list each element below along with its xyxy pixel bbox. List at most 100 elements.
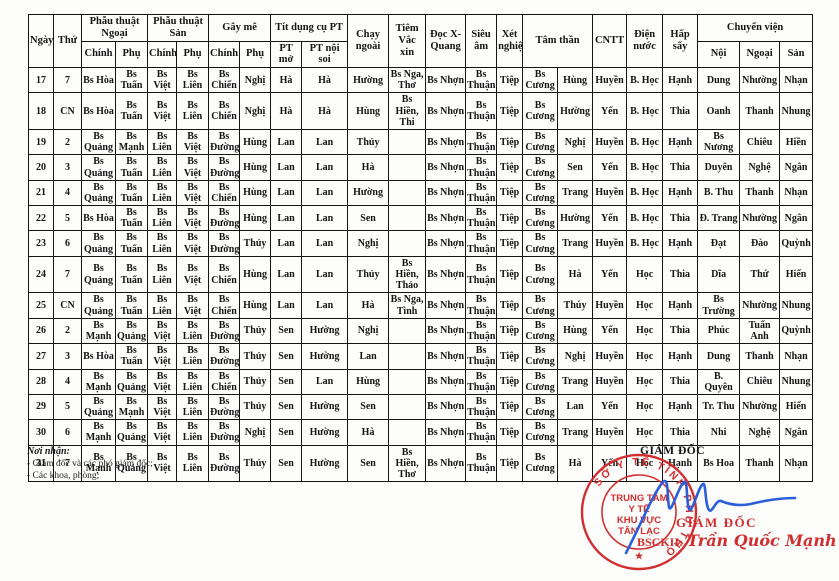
table-row: 19 2 Bs Quảng Bs Mạnh Bs Liên Bs Việt Bs Đường…	[28, 128, 814, 156]
cell: Đào	[739, 230, 781, 257]
cell: Lan	[301, 255, 349, 294]
cell: Bs Nhợn	[425, 92, 467, 130]
cell: Bs Quảng	[81, 128, 116, 156]
stamp-star-icon: ★	[634, 551, 644, 563]
cell: Bs Cương	[522, 230, 559, 257]
cell: Bs Nhợn	[425, 419, 467, 446]
cell: Bs Liên	[147, 154, 178, 181]
cell: Hạnh	[662, 179, 699, 207]
cell: Huyền	[592, 368, 628, 395]
cell: Bs Quảng	[114, 444, 149, 483]
cell: Bs Thuận	[465, 393, 498, 421]
cell: Thủy	[239, 368, 272, 395]
cell: B. Học	[626, 154, 664, 181]
cell: Bs Thuận	[465, 419, 498, 446]
cell: Huyền	[592, 179, 628, 207]
cell: Hường	[557, 92, 594, 130]
table-row: 30 6 Bs Mạnh Bs Quảng Bs Việt Bs Liên Bs Đường…	[28, 419, 814, 446]
cell: Bs Liên	[176, 444, 210, 483]
cell: Huyền	[592, 230, 628, 257]
cell: Trang	[557, 368, 594, 395]
cell: Sen	[270, 317, 303, 345]
cell: Hùng	[239, 154, 272, 181]
cell: Bs Việt	[147, 393, 178, 421]
cell: Bs Thuận	[465, 154, 498, 181]
cell: 21	[28, 179, 54, 207]
cell: Lan	[270, 292, 303, 319]
cell: Bs Quảng	[81, 154, 116, 181]
cell: Học	[626, 255, 664, 294]
cell: Sen	[270, 343, 303, 370]
cell: Thia	[662, 92, 699, 130]
col-gayme-chinh: Chính	[208, 40, 241, 68]
cell: Bs Cương	[522, 317, 559, 345]
cell: Hạnh	[662, 230, 699, 257]
cell: Thủy	[239, 444, 272, 483]
cell: Bs Liên	[147, 128, 178, 156]
table-row: 26 2 Bs Mạnh Bs Quảng Bs Việt Bs Liên Bs Đường…	[28, 317, 814, 345]
director-title-red: GIÁM ĐỐC	[676, 515, 757, 530]
cell: Bs Nga, Tình	[388, 292, 427, 319]
group-gay-me: Gây mê	[208, 14, 272, 42]
cell: Bs Hòa	[81, 66, 116, 94]
cell: Bs Đường	[208, 230, 241, 257]
cell: Bs Hiền, Thơ	[388, 444, 427, 483]
cell: Bs Nhợn	[425, 255, 467, 294]
duty-roster-table: Ngày Thứ Phẫu thuật Ngoại Phẫu thuật Sản…	[28, 14, 814, 483]
cell: Bs Trường	[697, 292, 741, 319]
cell: Bs Liên	[147, 255, 178, 294]
cell: 19	[28, 128, 54, 156]
cell: Nhạn	[779, 66, 814, 94]
cell: Dung	[697, 66, 741, 94]
col-hap-say: Hấp sấy	[662, 14, 699, 68]
cell: Hà	[301, 66, 349, 94]
cell: CN	[53, 92, 82, 130]
col-chay-ngoai: Chạy ngoài	[347, 14, 390, 68]
cell: Lan	[301, 179, 349, 207]
cell: Bs Việt	[176, 292, 210, 319]
table-header: Ngày Thứ Phẫu thuật Ngoại Phẫu thuật Sản…	[28, 14, 814, 68]
cell: Thủy	[239, 317, 272, 345]
cell: Bs Chiến	[208, 66, 241, 94]
signer-name-line: BSCKII: Trần Quốc Mạnh	[637, 531, 837, 551]
cell: Hùng	[557, 317, 594, 345]
cell: Bs Việt	[147, 419, 178, 446]
cell: Nhường	[739, 292, 781, 319]
cell: 7	[53, 66, 82, 94]
cell: Thia	[662, 419, 699, 446]
cell: Lan	[270, 179, 303, 207]
cell: Hùng	[239, 292, 272, 319]
cell: Bs Cương	[522, 368, 559, 395]
cell: Nghị	[347, 317, 390, 345]
cell: Nhường	[739, 66, 781, 94]
cell: Bs Thuận	[465, 343, 498, 370]
cell: Nhường	[739, 205, 781, 232]
col-tam-than: Tâm thần	[522, 14, 594, 68]
cell: Bs Nương	[697, 128, 741, 156]
cell: Hạnh	[662, 393, 699, 421]
cell: Bs Thuận	[465, 205, 498, 232]
cell: B. Thu	[697, 179, 741, 207]
cell: Bs Việt	[176, 128, 210, 156]
cell: Bs Chiến	[208, 92, 241, 130]
cell: CN	[53, 292, 82, 319]
cell: Bs Cương	[522, 255, 559, 294]
cell: 20	[28, 154, 54, 181]
cell: Bs Việt	[147, 92, 178, 130]
cell	[388, 154, 427, 181]
cell: Oanh	[697, 92, 741, 130]
cell: Thanh	[739, 343, 781, 370]
cell: Lan	[270, 255, 303, 294]
cell: Bs Liên	[147, 205, 178, 232]
cell: Bs Chiến	[208, 179, 241, 207]
table-row: 27 3 Bs Hòa Bs Tuấn Bs Việt Bs Liên Bs Đường Th…	[28, 343, 814, 370]
table-row: 29 5 Bs Quảng Bs Mạnh Bs Việt Bs Liên Bs Đường…	[28, 393, 814, 421]
cell: Bs Quảng	[81, 230, 116, 257]
cell: Bs Liên	[147, 179, 178, 207]
cell: Lan	[557, 393, 594, 421]
cell: Lan	[301, 154, 349, 181]
cell: Bs Tuấn	[114, 179, 149, 207]
cell: 22	[28, 205, 54, 232]
table-row: 17 7 Bs Hòa Bs Tuấn Bs Việt Bs Liên Bs Chiến Ng…	[28, 66, 814, 94]
cell: Bs Cương	[522, 154, 559, 181]
